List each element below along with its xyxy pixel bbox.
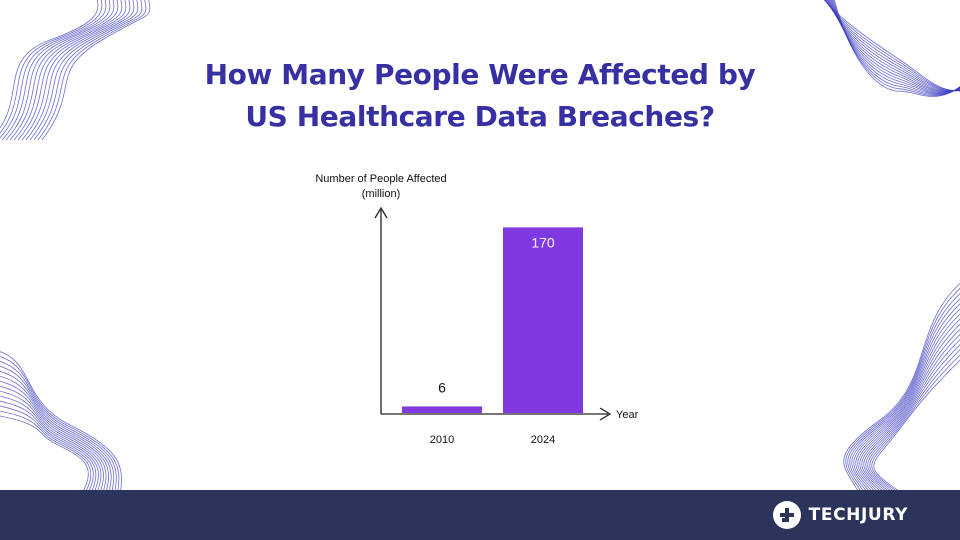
data-label-2010: 6 (438, 379, 446, 395)
bar-2010 (402, 406, 482, 413)
x-axis-label: Year (616, 409, 639, 421)
x-axis-arrow-icon (599, 407, 612, 421)
brand-name: TECHJURY (808, 505, 908, 525)
bar-chart: Number of People Affected (million) Year… (315, 173, 639, 446)
y-axis-arrow-icon (374, 206, 388, 219)
footer-bar: TECHJURY (0, 490, 960, 540)
bar-2024 (503, 227, 583, 413)
y-axis-unit-label: (million) (362, 188, 401, 200)
page-title: How Many People Were Affected by US Heal… (0, 54, 960, 138)
y-axis-label: Number of People Affected (315, 173, 446, 185)
brand-logo[interactable]: TECHJURY (772, 500, 908, 530)
techjury-logo-icon (772, 501, 801, 529)
page-title-line-1: How Many People Were Affected by (204, 58, 756, 91)
x-tick-label-2024: 2024 (531, 434, 555, 446)
x-tick-label-2010: 2010 (430, 434, 454, 446)
page-title-line-2: US Healthcare Data Breaches? (245, 100, 715, 133)
data-label-2024: 170 (531, 234, 555, 250)
